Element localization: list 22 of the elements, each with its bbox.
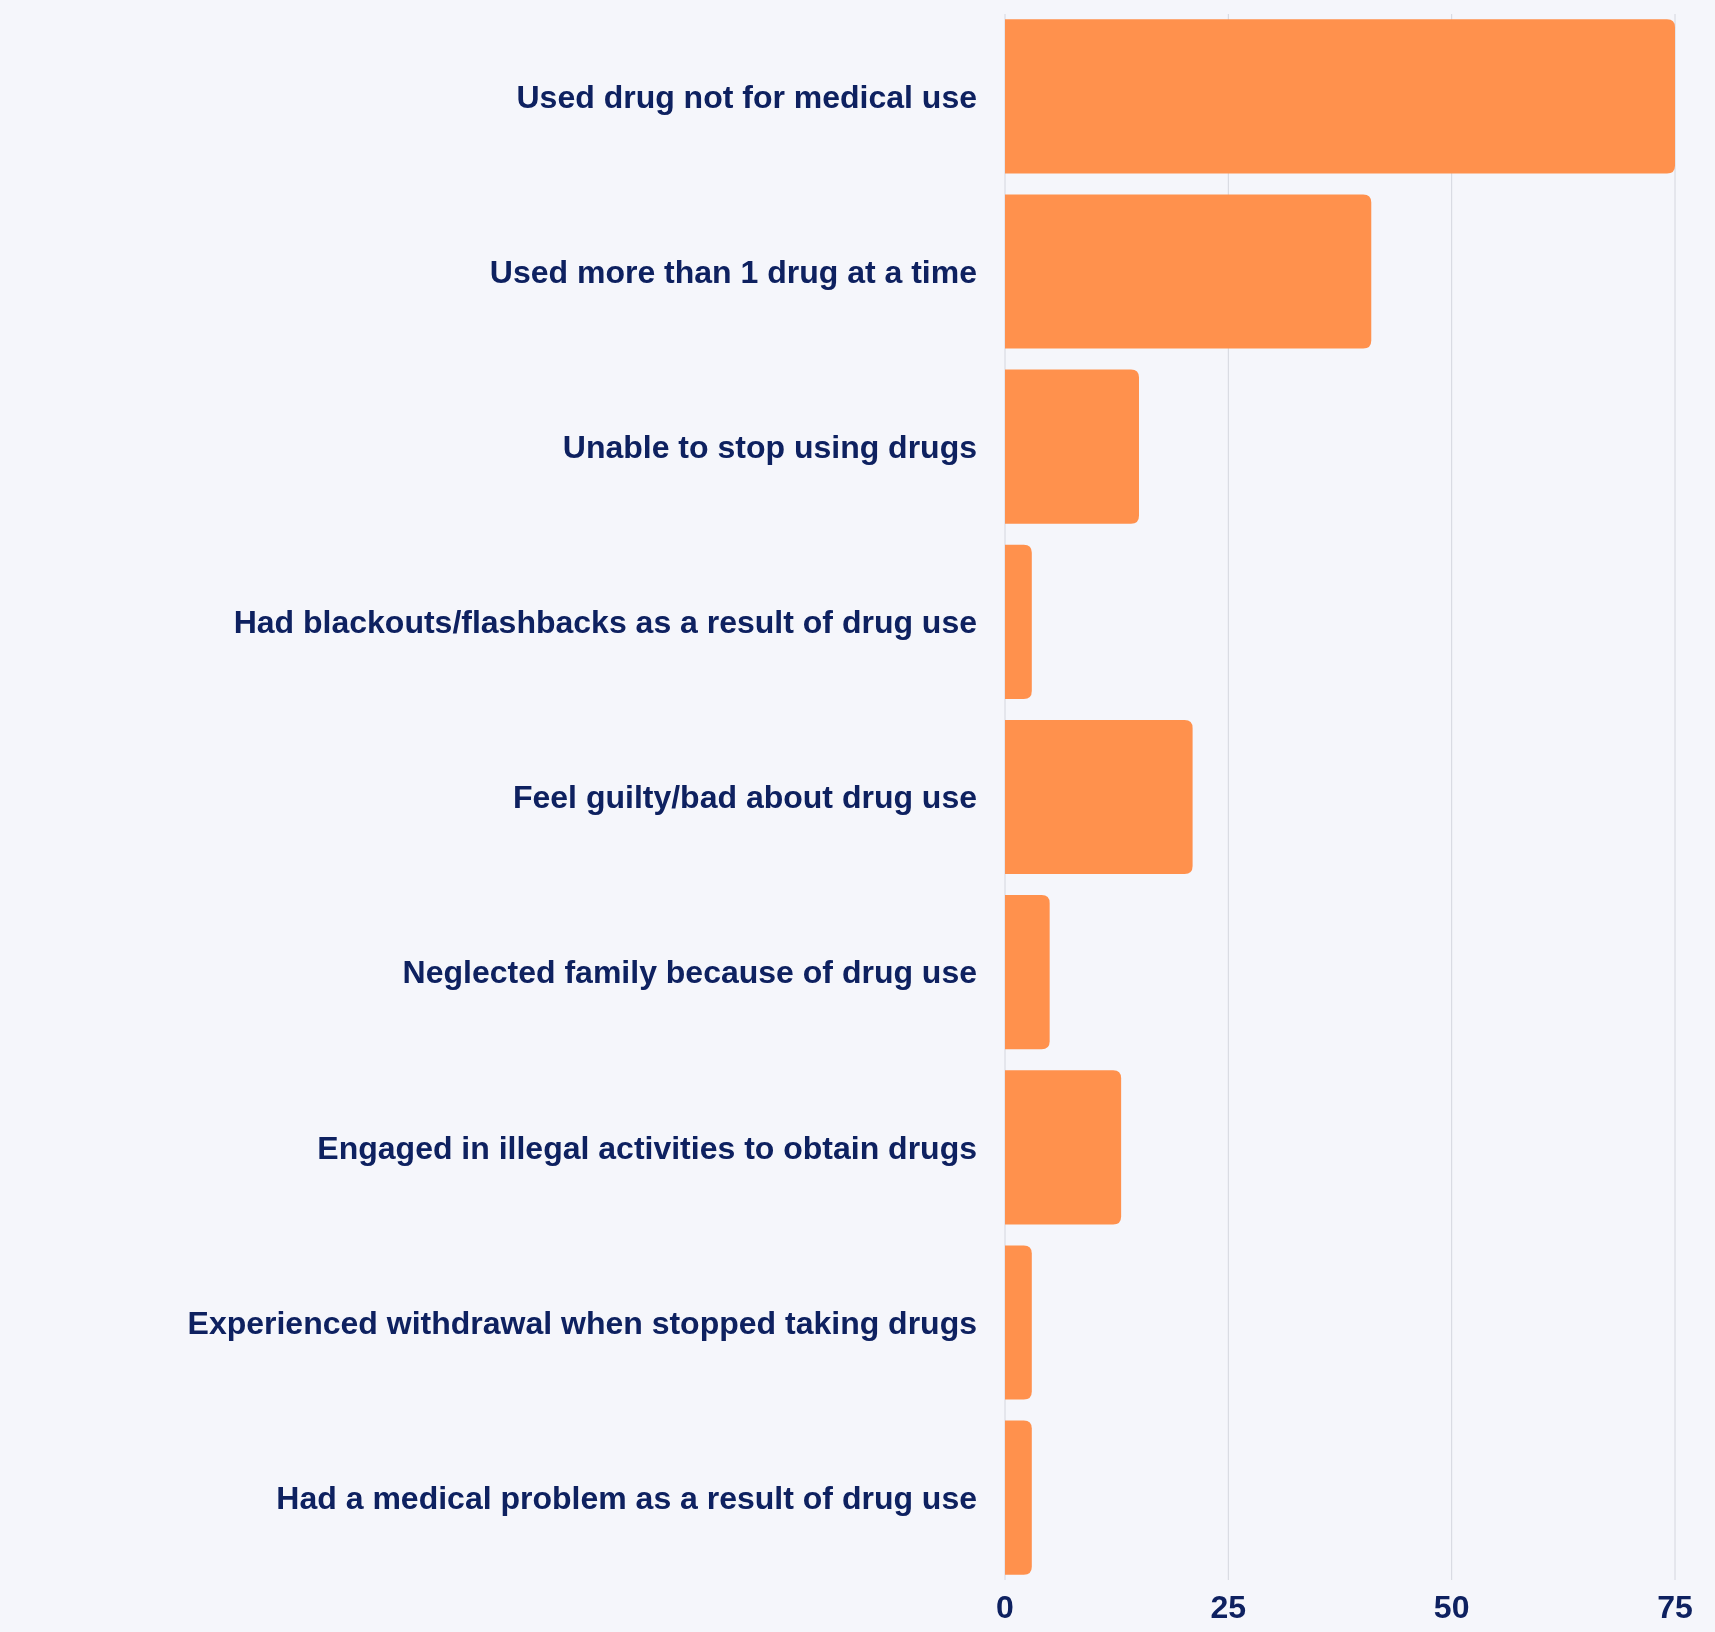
- y-tick-label: Feel guilty/bad about drug use: [512, 779, 977, 816]
- y-tick-label: Had a medical problem as a result of drug use: [276, 1479, 977, 1516]
- bar: [1005, 544, 1032, 699]
- bar: [1005, 194, 1372, 349]
- bar: [1005, 719, 1193, 875]
- bar: [1005, 369, 1139, 524]
- x-tick-label: 25: [1210, 1589, 1247, 1625]
- y-tick-label: Used drug not for medical use: [516, 78, 977, 115]
- bar: [1005, 19, 1675, 174]
- y-tick-label: Experienced withdrawal when stopped taking drugs: [187, 1304, 977, 1341]
- x-tick-label: 50: [1433, 1589, 1470, 1625]
- y-tick-label: Used more than 1 drug at a time: [489, 253, 977, 290]
- y-tick-label: Neglected family because of drug use: [402, 954, 977, 991]
- x-tick-label: 0: [996, 1589, 1014, 1625]
- y-tick-label: Unable to stop using drugs: [562, 428, 977, 465]
- y-tick-label: Engaged in illegal activities to obtain drugs: [317, 1129, 977, 1166]
- y-tick-label: Had blackouts/flashbacks as a result of drug use: [233, 604, 977, 641]
- bar: [1005, 1070, 1122, 1225]
- bar: [1005, 1245, 1032, 1400]
- bar: [1005, 1420, 1032, 1575]
- x-tick-label: 75: [1657, 1589, 1693, 1625]
- bar: [1005, 895, 1050, 1050]
